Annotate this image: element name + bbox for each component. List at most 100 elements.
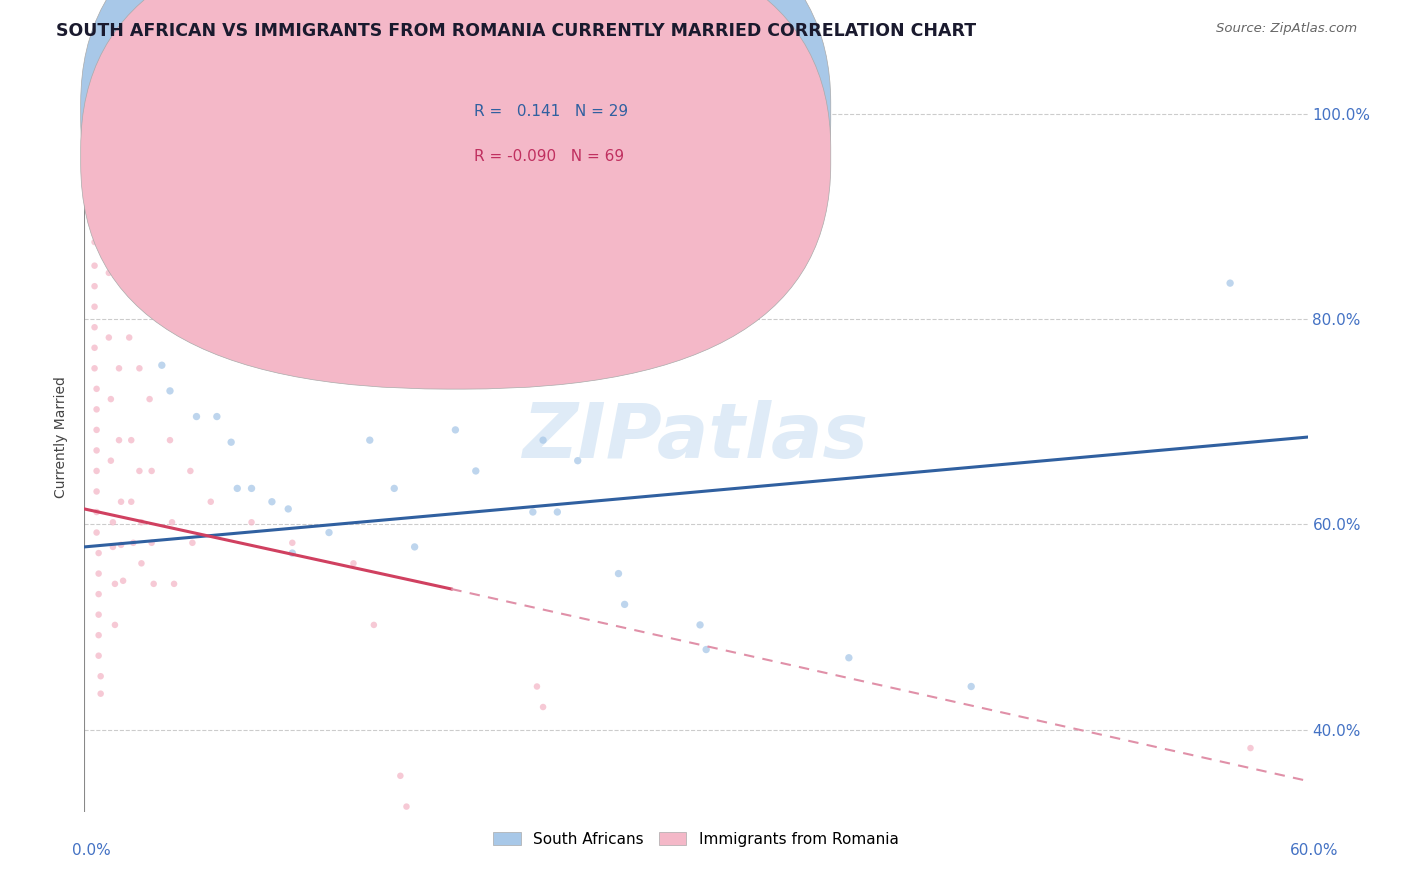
- Point: [444, 423, 467, 437]
- Point: [281, 546, 304, 560]
- Point: [179, 464, 201, 478]
- Point: [142, 577, 165, 591]
- Point: [101, 516, 124, 530]
- Point: [86, 402, 108, 417]
- Point: [159, 384, 181, 398]
- Point: [1219, 276, 1241, 290]
- Point: [83, 341, 105, 355]
- Point: [160, 516, 183, 530]
- Point: [382, 482, 405, 496]
- Point: [131, 516, 153, 530]
- Point: [838, 650, 860, 665]
- Point: [86, 484, 108, 499]
- FancyBboxPatch shape: [80, 0, 831, 389]
- Point: [110, 538, 132, 552]
- Point: [101, 540, 124, 554]
- Point: [342, 557, 364, 571]
- Point: [138, 392, 160, 406]
- Point: [120, 433, 142, 447]
- Point: [83, 184, 105, 198]
- Point: [546, 505, 568, 519]
- Point: [389, 769, 412, 783]
- Point: [82, 137, 104, 152]
- Point: [567, 453, 589, 467]
- Point: [226, 482, 249, 496]
- Point: [100, 453, 122, 467]
- Point: [141, 536, 163, 550]
- Point: [526, 376, 548, 390]
- Point: [86, 525, 108, 540]
- Point: [86, 382, 108, 396]
- Point: [281, 536, 304, 550]
- Point: [83, 320, 105, 334]
- Point: [87, 628, 110, 642]
- Point: [86, 505, 108, 519]
- Point: [404, 540, 426, 554]
- Point: [118, 330, 141, 344]
- Point: [86, 423, 108, 437]
- Point: [141, 464, 163, 478]
- Point: [359, 433, 381, 447]
- Point: [607, 566, 630, 581]
- Point: [219, 435, 242, 450]
- Point: [128, 361, 150, 376]
- Text: R = -0.090   N = 69: R = -0.090 N = 69: [474, 149, 624, 163]
- Text: ZIPatlas: ZIPatlas: [523, 401, 869, 474]
- Point: [87, 587, 110, 601]
- Point: [83, 235, 105, 249]
- Point: [277, 502, 299, 516]
- Y-axis label: Currently Married: Currently Married: [55, 376, 69, 498]
- Point: [131, 557, 153, 571]
- Point: [108, 361, 131, 376]
- Point: [128, 464, 150, 478]
- Point: [695, 642, 717, 657]
- Point: [613, 598, 636, 612]
- Point: [163, 577, 186, 591]
- Point: [531, 433, 554, 447]
- Text: 60.0%: 60.0%: [1291, 843, 1339, 858]
- Point: [159, 433, 181, 447]
- Point: [181, 536, 204, 550]
- Point: [83, 361, 105, 376]
- Point: [87, 607, 110, 622]
- Point: [464, 464, 486, 478]
- Point: [240, 516, 263, 530]
- Point: [87, 648, 110, 663]
- Point: [97, 330, 120, 344]
- Point: [104, 577, 127, 591]
- Text: Source: ZipAtlas.com: Source: ZipAtlas.com: [1216, 22, 1357, 36]
- Point: [104, 618, 127, 632]
- Point: [118, 238, 141, 252]
- Point: [86, 443, 108, 458]
- Point: [522, 505, 544, 519]
- Point: [86, 464, 108, 478]
- Point: [260, 494, 283, 508]
- Point: [318, 525, 340, 540]
- Point: [531, 700, 554, 714]
- Point: [83, 300, 105, 314]
- Point: [526, 680, 548, 694]
- Text: 0.0%: 0.0%: [72, 843, 111, 858]
- Point: [112, 574, 135, 588]
- Text: R =   0.141   N = 29: R = 0.141 N = 29: [474, 103, 627, 119]
- Point: [87, 546, 110, 560]
- Point: [240, 482, 263, 496]
- Point: [108, 433, 131, 447]
- Point: [122, 536, 145, 550]
- Point: [83, 279, 105, 293]
- Point: [363, 618, 385, 632]
- Point: [100, 392, 122, 406]
- Text: SOUTH AFRICAN VS IMMIGRANTS FROM ROMANIA CURRENTLY MARRIED CORRELATION CHART: SOUTH AFRICAN VS IMMIGRANTS FROM ROMANIA…: [56, 22, 976, 40]
- Point: [205, 409, 228, 424]
- Point: [186, 409, 208, 424]
- Point: [87, 566, 110, 581]
- Point: [110, 494, 132, 508]
- Point: [83, 259, 105, 273]
- Point: [395, 799, 418, 814]
- Point: [689, 618, 711, 632]
- Point: [83, 214, 105, 228]
- Point: [90, 669, 112, 683]
- Point: [150, 358, 173, 372]
- Point: [120, 494, 142, 508]
- Point: [960, 680, 983, 694]
